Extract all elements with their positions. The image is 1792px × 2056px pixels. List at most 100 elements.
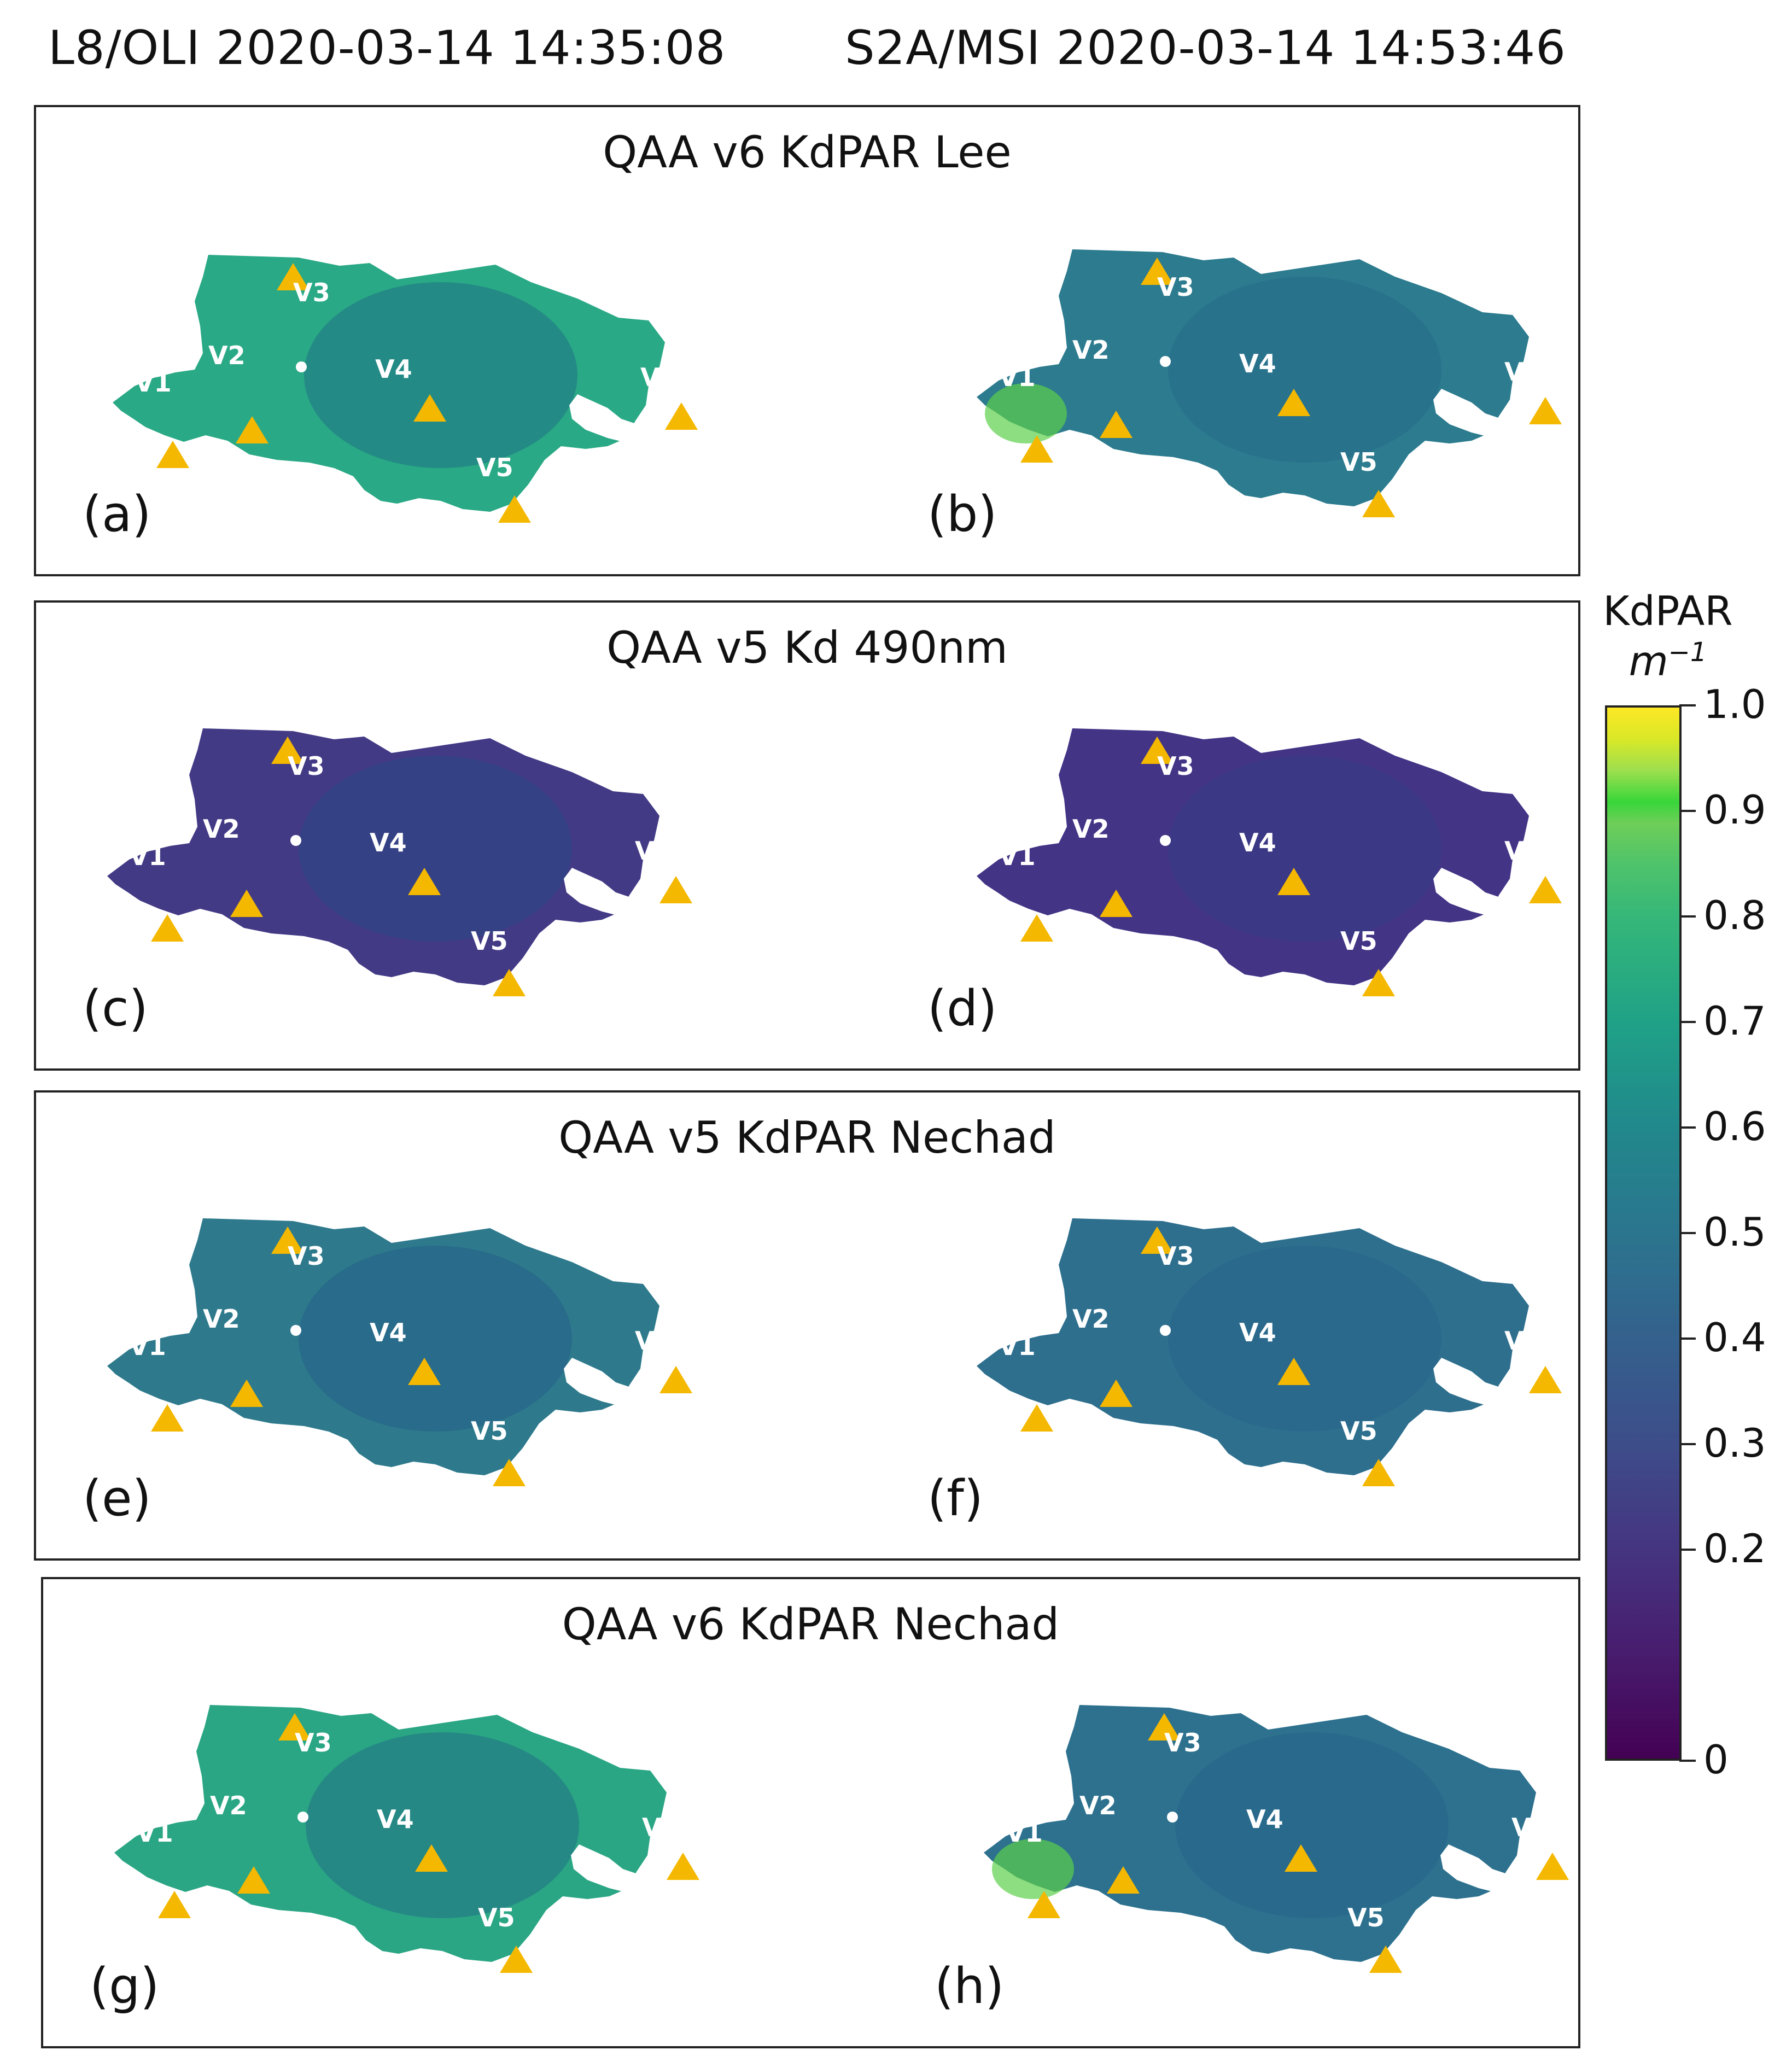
station-marker-v2	[1100, 890, 1133, 917]
colorbar-tick-label: 0	[1703, 1737, 1729, 1783]
colorbar-tick-label: 1.0	[1703, 681, 1766, 727]
station-label-v6: V6	[1504, 1326, 1542, 1356]
station-label-v6: V6	[1504, 836, 1542, 866]
station-label-v1: V1	[135, 368, 172, 398]
station-label-v3: V3	[295, 1728, 332, 1757]
panel-title: QAA v5 KdPAR Nechad	[558, 1112, 1056, 1163]
station-marker-v6	[1529, 397, 1562, 424]
colorbar-tick	[1679, 1337, 1696, 1340]
island-dot	[1167, 1812, 1178, 1823]
deep-water-zone	[306, 1732, 579, 1918]
deep-water-zone	[1175, 1732, 1449, 1918]
station-marker-v3	[1141, 737, 1174, 764]
station-label-v2: V2	[203, 814, 240, 844]
station-label-v1: V1	[999, 1331, 1036, 1361]
station-label-v5: V5	[471, 1416, 508, 1446]
station-marker-v2	[236, 416, 268, 443]
station-marker-v6	[1529, 1366, 1562, 1393]
station-label-v3: V3	[288, 751, 325, 781]
station-label-v5: V5	[478, 1903, 515, 1932]
station-marker-v5	[1362, 1459, 1395, 1486]
colorbar-tick	[1679, 915, 1696, 918]
station-label-v1: V1	[999, 842, 1036, 871]
left-sensor-header: L8/OLI 2020-03-14 14:35:08	[48, 21, 726, 75]
station-label-v5: V5	[1340, 447, 1377, 477]
station-label-v4: V4	[1239, 1318, 1276, 1347]
colorbar-tick-label: 0.6	[1703, 1103, 1766, 1149]
station-label-v6: V6	[1511, 1813, 1549, 1842]
station-label-v6: V6	[642, 1813, 679, 1842]
station-marker-v6	[665, 402, 698, 430]
right-kd-map: V1 V2 V3 V4 V5 V6	[977, 728, 1562, 996]
colorbar-tick	[1679, 1126, 1696, 1129]
station-label-v1: V1	[1006, 1818, 1043, 1848]
station-label-v2: V2	[1072, 1304, 1110, 1334]
left-panel-label: (g)	[90, 1958, 160, 2015]
deep-water-zone	[299, 756, 572, 942]
station-marker-v5	[493, 969, 526, 996]
station-label-v2: V2	[203, 1304, 240, 1334]
station-label-v6: V6	[635, 1326, 672, 1356]
station-label-v2: V2	[1072, 335, 1110, 365]
colorbar-tick	[1679, 1549, 1696, 1551]
map-panel: QAA v5 KdPAR Nechad V1 V2 V3 V4 V5 V6 (e) V1 V2 V3…	[34, 1090, 1580, 1561]
station-label-v1: V1	[136, 1818, 173, 1848]
station-marker-v3	[271, 1226, 304, 1254]
station-marker-v4	[408, 868, 441, 895]
station-marker-v1	[1020, 1404, 1053, 1432]
station-label-v5: V5	[1347, 1903, 1385, 1932]
station-marker-v3	[271, 737, 304, 764]
station-label-v3: V3	[1164, 1728, 1201, 1757]
station-label-v1: V1	[129, 842, 166, 871]
panel-title: QAA v6 KdPAR Nechad	[562, 1599, 1060, 1650]
left-kd-map: V1 V2 V3 V4 V5 V6	[113, 255, 698, 523]
island-dot	[290, 1325, 301, 1336]
colorbar-tick-label: 0.8	[1703, 892, 1766, 938]
colorbar-title: KdPAR	[1603, 588, 1733, 635]
station-marker-v1	[151, 914, 184, 942]
station-marker-v4	[1277, 868, 1310, 895]
deep-water-zone	[1168, 277, 1441, 463]
colorbar-tick-label: 0.7	[1703, 998, 1766, 1044]
left-kd-map: V1 V2 V3 V4 V5 V6	[107, 1218, 692, 1486]
station-label-v4: V4	[1239, 828, 1276, 857]
station-label-v2: V2	[208, 341, 246, 370]
left-kd-map: V1 V2 V3 V4 V5 V6	[114, 1705, 699, 1973]
island-dot	[1160, 835, 1171, 846]
deep-water-zone	[1168, 756, 1441, 942]
station-label-v1: V1	[129, 1331, 166, 1361]
station-label-v5: V5	[471, 926, 508, 956]
map-panel: QAA v5 Kd 490nm V1 V2 V3 V4 V5 V6 (c) V1 V2 V3 V4 V5…	[34, 600, 1580, 1071]
station-marker-v3	[1141, 258, 1174, 285]
deep-water-zone	[299, 1246, 572, 1432]
station-marker-v1	[156, 441, 189, 468]
station-marker-v4	[1285, 1844, 1317, 1872]
island-dot	[1160, 1325, 1171, 1336]
station-label-v5: V5	[1340, 926, 1377, 956]
right-panel-label: (d)	[927, 980, 997, 1037]
station-marker-v1	[158, 1891, 191, 1918]
high-kd-shore-zone	[992, 1839, 1074, 1899]
panel-title: QAA v6 KdPAR Lee	[603, 127, 1012, 178]
station-marker-v6	[659, 876, 692, 903]
station-marker-v2	[230, 1380, 263, 1407]
colorbar-tick	[1679, 1443, 1696, 1445]
station-label-v2: V2	[1072, 814, 1110, 844]
colorbar-unit: m−1	[1628, 637, 1707, 685]
station-label-v3: V3	[293, 278, 330, 307]
map-panel: QAA v6 KdPAR Lee V1 V2 V3 V4 V5 V6 (a) V1 V2 V3 V4 V…	[34, 105, 1580, 576]
colorbar-tick	[1679, 1232, 1696, 1234]
island-dot	[296, 361, 307, 372]
station-marker-v2	[1107, 1866, 1140, 1894]
right-sensor-header: S2A/MSI 2020-03-14 14:53:46	[845, 21, 1566, 75]
station-marker-v6	[1536, 1853, 1569, 1880]
colorbar-tick-label: 0.3	[1703, 1420, 1766, 1466]
colorbar-tick	[1679, 704, 1696, 706]
right-panel-label: (f)	[927, 1470, 983, 1527]
station-marker-v4	[413, 394, 446, 422]
station-marker-v1	[151, 1404, 184, 1432]
station-marker-v5	[498, 495, 531, 523]
colorbar-tick-label: 0.2	[1703, 1526, 1766, 1572]
colorbar-tick-label: 0.4	[1703, 1315, 1766, 1360]
high-kd-shore-zone	[985, 383, 1067, 443]
